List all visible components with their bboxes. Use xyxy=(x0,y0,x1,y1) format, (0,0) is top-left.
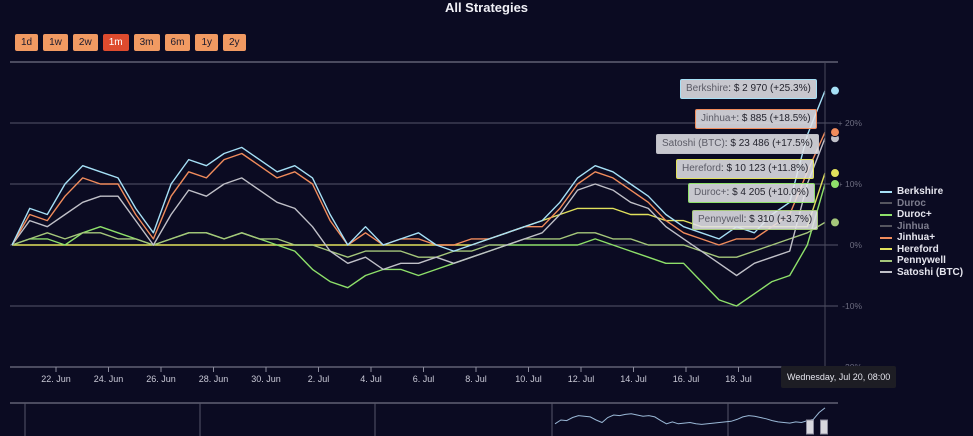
legend-swatch xyxy=(880,190,892,193)
x-tick-label: 6. Jul xyxy=(413,374,435,384)
x-tick-label: 12. Jul xyxy=(568,374,595,384)
tooltip-series-name: Duroc+ xyxy=(694,187,727,198)
tooltip-duroc-: Duroc+: $ 4 205 (+10.0%) xyxy=(688,183,816,203)
y-tick-label: -10% xyxy=(842,301,862,311)
range-button-6m[interactable]: 6m xyxy=(164,34,191,51)
x-tick-label: 24. Jun xyxy=(94,374,124,384)
series-line-pennywell[interactable] xyxy=(11,221,826,258)
x-tick-label: 2. Jul xyxy=(308,374,330,384)
legend-item-duroc-[interactable]: Duroc+ xyxy=(880,209,963,221)
navigator-handle[interactable] xyxy=(820,419,828,435)
legend-item-pennywell[interactable]: Pennywell xyxy=(880,255,963,267)
range-button-2w[interactable]: 2w xyxy=(72,34,98,51)
tooltip-series-name: Pennywell xyxy=(698,214,744,225)
navigator-handle[interactable] xyxy=(806,419,814,435)
legend-label: Jinhua+ xyxy=(897,232,936,244)
legend-swatch xyxy=(880,213,892,216)
legend-swatch xyxy=(880,236,892,239)
x-tick-label: 22. Jun xyxy=(41,374,71,384)
y-tick-label: + 20% xyxy=(838,118,863,128)
tooltip-value: $ 310 (+3.7%) xyxy=(749,214,813,225)
legend-label: Pennywell xyxy=(897,255,946,267)
legend-item-hereford[interactable]: Hereford xyxy=(880,244,963,256)
chart-legend: Berkshire Duroc Duroc+ Jinhua Jinhua+ Herefor… xyxy=(880,186,963,278)
series-line-hereford[interactable] xyxy=(12,172,826,246)
series-line-satoshi-btc-[interactable] xyxy=(11,138,826,277)
y-tick-label: + 10% xyxy=(838,179,863,189)
range-button-2y[interactable]: 2y xyxy=(223,34,246,51)
x-tick-label: 18. Jul xyxy=(725,374,752,384)
tooltip-value: $ 4 205 (+10.0%) xyxy=(732,187,810,198)
tooltip-series-name: Satoshi (BTC) xyxy=(662,138,725,149)
x-tick-label: 8. Jul xyxy=(465,374,487,384)
range-selector: 1d 1w 2w 1m 3m 6m 1y 2y xyxy=(15,34,246,51)
range-button-3m[interactable]: 3m xyxy=(133,34,160,51)
series-line-jinhua-[interactable] xyxy=(11,131,826,246)
tooltip-value: $ 885 (+18.5%) xyxy=(741,113,811,124)
legend-swatch xyxy=(880,248,892,251)
legend-item-jinhua[interactable]: Jinhua xyxy=(880,221,963,233)
x-tick-label: 10. Jul xyxy=(515,374,542,384)
navigator-series xyxy=(554,407,826,425)
legend-label: Jinhua xyxy=(897,220,930,232)
x-tick-label: 16. Jul xyxy=(673,374,700,384)
x-tick-label: 28. Jun xyxy=(199,374,229,384)
tooltip-value: $ 10 123 (+11.8%) xyxy=(726,163,809,174)
legend-swatch xyxy=(880,225,892,228)
legend-swatch xyxy=(880,202,892,205)
tooltip-series-name: Hereford xyxy=(682,163,721,174)
tooltip-hereford: Hereford: $ 10 123 (+11.8%) xyxy=(676,159,815,179)
series-end-marker[interactable] xyxy=(830,217,840,228)
range-button-1d[interactable]: 1d xyxy=(15,34,39,51)
y-tick-label: 0% xyxy=(850,240,863,250)
series-line-berkshire[interactable] xyxy=(11,90,826,252)
tooltip-separator: : xyxy=(720,163,727,174)
range-button-1m[interactable]: 1m xyxy=(102,34,129,51)
hover-date-label: Wednesday, Jul 20, 08:00 xyxy=(781,366,897,388)
legend-label: Hereford xyxy=(897,243,939,255)
range-button-1w[interactable]: 1w xyxy=(43,34,68,51)
tooltip-berkshire: Berkshire: $ 2 970 (+25.3%) xyxy=(680,79,817,99)
x-tick-label: 30. Jun xyxy=(251,374,281,384)
tooltip-separator: : xyxy=(743,214,750,225)
tooltip-jinhua-: Jinhua+: $ 885 (+18.5%) xyxy=(695,109,817,129)
x-tick-label: 4. Jul xyxy=(360,374,382,384)
tooltip-separator: : xyxy=(724,138,731,149)
series-end-marker[interactable] xyxy=(830,85,840,96)
legend-swatch xyxy=(880,271,892,274)
legend-item-berkshire[interactable]: Berkshire xyxy=(880,186,963,198)
series-end-marker[interactable] xyxy=(830,127,840,138)
x-tick-label: 14. Jul xyxy=(620,374,647,384)
chart-title: All Strategies xyxy=(444,0,529,15)
tooltip-separator: : xyxy=(736,113,742,124)
tooltip-satoshi-btc-: Satoshi (BTC): $ 23 486 (+17.5%) xyxy=(656,134,819,154)
legend-item-duroc[interactable]: Duroc xyxy=(880,198,963,210)
tooltip-separator: : xyxy=(728,83,734,94)
tooltip-series-name: Berkshire xyxy=(686,83,729,94)
legend-label: Satoshi (BTC) xyxy=(897,266,964,278)
legend-label: Duroc xyxy=(897,197,926,209)
tooltip-pennywell: Pennywell: $ 310 (+3.7%) xyxy=(692,210,819,230)
legend-swatch xyxy=(880,259,892,262)
tooltip-value: $ 23 486 (+17.5%) xyxy=(730,138,813,149)
legend-label: Duroc+ xyxy=(897,209,932,221)
legend-label: Berkshire xyxy=(897,186,944,198)
series-end-marker[interactable] xyxy=(830,179,840,189)
range-button-1y[interactable]: 1y xyxy=(195,34,218,51)
tooltip-series-name: Jinhua+ xyxy=(701,113,737,124)
tooltip-value: $ 2 970 (+25.3%) xyxy=(733,83,811,94)
tooltip-separator: : xyxy=(726,187,733,198)
series-end-marker[interactable] xyxy=(830,168,840,179)
x-tick-label: 26. Jun xyxy=(146,374,176,384)
legend-item-jinhua-[interactable]: Jinhua+ xyxy=(880,232,963,244)
legend-item-satoshi-btc-[interactable]: Satoshi (BTC) xyxy=(880,267,963,279)
